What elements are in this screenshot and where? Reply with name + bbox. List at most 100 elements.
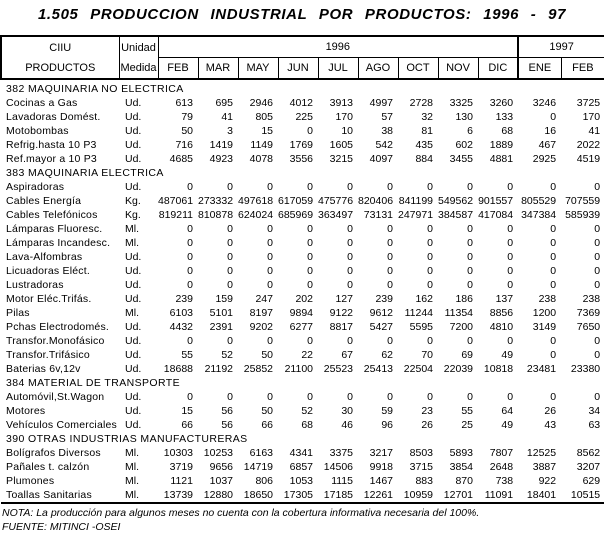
value-cell: 25413 — [363, 363, 393, 375]
value-cell: 11091 — [478, 488, 519, 504]
value-cell: 0 — [307, 181, 313, 193]
value-cell: 0 — [227, 237, 233, 249]
value-cell: 4881 — [489, 153, 514, 165]
table-row: Automóvil,St.Wagon Ud. 0 0 0 0 0 0 0 0 0 0 0 — [1, 390, 604, 404]
value-cell: 3149 — [532, 321, 557, 333]
value-cell: 629 — [582, 475, 601, 487]
value-cell: 0 — [507, 335, 514, 347]
value-cell: 1467 — [369, 475, 393, 487]
value-cell: 2946 — [249, 97, 273, 109]
value-cell: 0 — [550, 237, 557, 249]
header-ciiu-label: CIIU — [49, 41, 72, 54]
table-row: Lámparas Incandesc. Ml. 0 0 0 0 0 0 0 0 0 0 0 — [1, 236, 604, 250]
value-cell: 247971 — [398, 209, 434, 221]
value-cell: 549562 — [438, 195, 474, 207]
month-header-1997: FEB — [560, 57, 604, 80]
table-row: Motor Eléc.Trifás. Ud. 239 159 247 202 127 239 1… — [1, 292, 604, 306]
value-cell: 3715 — [409, 461, 433, 473]
value-cell: 15 — [181, 405, 193, 417]
section-row: 383 MAQUINARIA ELECTRICA — [1, 166, 604, 180]
value-cell: 12525 — [526, 447, 557, 459]
value-cell: 25523 — [323, 363, 353, 375]
value-cell: 137 — [495, 293, 514, 305]
value-cell: 5427 — [369, 321, 393, 333]
value-cell: 96 — [381, 419, 393, 431]
product-name-cell: Bolígrafos Diversos — [6, 447, 101, 459]
value-cell: 10959 — [398, 488, 438, 504]
value-cell: 43 — [544, 419, 557, 431]
value-cell: 0 — [267, 335, 273, 347]
product-name-cell: Lustradoras — [6, 279, 64, 291]
value-cell: 6857 — [289, 461, 313, 473]
value-cell: 585939 — [565, 209, 601, 221]
value-cell: 3217 — [369, 447, 393, 459]
value-cell: 487061 — [158, 195, 194, 207]
unit-cell: Ml. — [125, 475, 139, 487]
value-cell: 38 — [381, 125, 393, 137]
unit-cell: Ud. — [125, 139, 142, 151]
value-cell: 59 — [381, 405, 393, 417]
unit-cell: Ud. — [125, 125, 142, 137]
unit-cell: Ud. — [125, 405, 142, 417]
value-cell: 0 — [594, 181, 601, 193]
value-cell: 10818 — [483, 363, 514, 375]
value-cell: 901557 — [478, 195, 514, 207]
unit-cell: Kg. — [125, 209, 141, 221]
value-cell: 9656 — [209, 461, 233, 473]
value-cell: 0 — [187, 223, 193, 235]
header-year-1997: 1997 — [517, 35, 604, 58]
product-name-cell: Cables Telefónicos — [6, 209, 98, 221]
value-cell: 0 — [307, 251, 313, 263]
value-cell: 6103 — [169, 307, 193, 319]
value-cell: 6163 — [249, 447, 273, 459]
value-cell: 9202 — [249, 321, 273, 333]
value-cell: 467 — [538, 139, 557, 151]
value-cell: 3325 — [449, 97, 473, 109]
product-name-cell: Motor Eléc.Trifás. — [6, 293, 92, 305]
table-row: Baterias 6v,12v Ud. 18688 21192 25852 21100 25… — [1, 362, 604, 376]
unit-cell: Ud. — [125, 111, 142, 123]
value-cell: 0 — [550, 251, 557, 263]
table-row: Lámparas Fluoresc. Ml. 0 0 0 0 0 0 0 0 0 0 0 — [1, 222, 604, 236]
value-cell: 81 — [421, 125, 433, 137]
value-cell: 363497 — [318, 209, 354, 221]
value-cell: 25 — [461, 419, 473, 431]
value-cell: 0 — [550, 111, 557, 123]
value-cell: 0 — [347, 279, 353, 291]
value-cell: 0 — [347, 181, 353, 193]
header-row-months: FEB MAR MAY JUN JUL AGO OCT NOV DIC ENE FEB — [1, 57, 604, 80]
value-cell: 67 — [341, 349, 353, 361]
value-cell: 22504 — [403, 363, 433, 375]
value-cell: 0 — [594, 349, 601, 361]
product-name-cell: Toallas Sanitarias — [1, 488, 119, 504]
product-name-cell: Refrig.hasta 10 P3 — [6, 139, 97, 151]
value-cell: 922 — [538, 475, 557, 487]
value-cell: 0 — [387, 181, 393, 193]
value-cell: 57 — [381, 111, 393, 123]
product-name-cell: Lava-Alfombras — [6, 251, 83, 263]
value-cell: 70 — [421, 349, 433, 361]
value-cell: 7369 — [576, 307, 601, 319]
value-cell: 806 — [255, 475, 273, 487]
value-cell: 0 — [387, 237, 393, 249]
value-cell: 1121 — [170, 475, 193, 487]
unit-cell: Ud. — [125, 321, 142, 333]
value-cell: 17305 — [278, 488, 318, 504]
value-cell: 2728 — [409, 97, 433, 109]
value-cell: 11244 — [404, 307, 433, 319]
value-cell: 347384 — [521, 209, 557, 221]
value-cell: 5595 — [409, 321, 433, 333]
month-header-1996: NOV — [437, 57, 479, 80]
table-row: Motores Ud. 15 56 50 52 30 59 23 55 64 26 34 — [1, 404, 604, 418]
value-cell: 2391 — [209, 321, 233, 333]
value-cell: 46 — [341, 419, 353, 431]
value-cell: 18650 — [238, 488, 278, 504]
product-name-cell: Ref.mayor a 10 P3 — [6, 153, 97, 165]
unit-cell: Ml. — [125, 223, 139, 235]
value-cell: 8197 — [249, 307, 273, 319]
value-cell: 50 — [181, 125, 193, 137]
product-name-cell: Aspiradoras — [6, 181, 65, 193]
table-row: Pchas Electrodomés. Ud. 4432 2391 9202 6277 88… — [1, 320, 604, 334]
value-cell: 0 — [187, 335, 193, 347]
value-cell: 1200 — [532, 307, 557, 319]
